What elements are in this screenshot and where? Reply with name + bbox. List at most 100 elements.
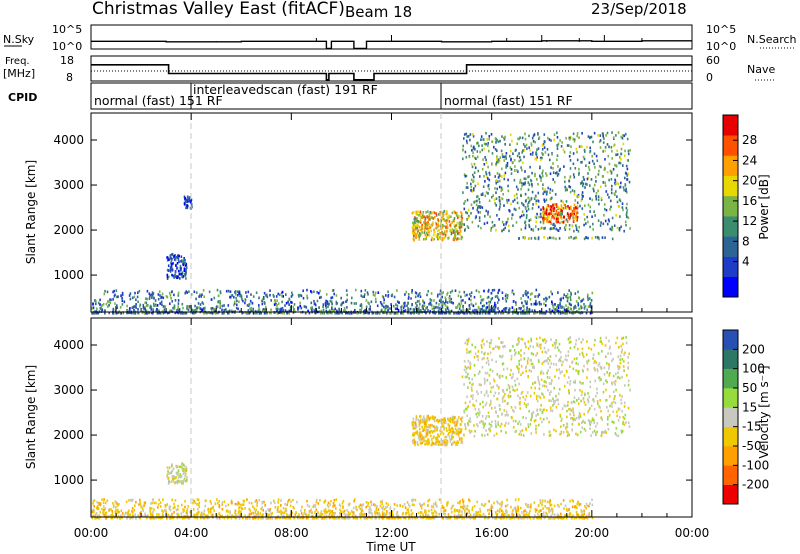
data-cell <box>530 503 532 506</box>
data-cell <box>557 220 559 224</box>
data-cell <box>589 205 592 209</box>
data-cell <box>223 304 225 307</box>
data-cell <box>442 303 444 306</box>
data-cell <box>109 301 112 305</box>
data-cell <box>174 273 176 277</box>
data-cell <box>162 311 165 315</box>
data-cell <box>573 190 576 193</box>
data-cell <box>176 267 178 270</box>
data-cell <box>285 512 288 516</box>
data-cell <box>381 502 383 505</box>
data-cell <box>549 509 552 512</box>
data-cell <box>357 311 360 314</box>
nsky-trace <box>91 35 692 50</box>
data-cell <box>336 302 338 305</box>
data-cell <box>210 307 213 310</box>
data-cell <box>488 178 491 182</box>
data-cell <box>435 212 438 215</box>
data-cell <box>466 311 468 315</box>
data-cell <box>505 516 508 520</box>
data-cell <box>98 517 100 520</box>
data-cell <box>572 162 575 166</box>
data-cell <box>534 172 536 176</box>
data-cell <box>315 508 318 512</box>
data-cell <box>498 185 501 189</box>
data-cell <box>135 500 137 504</box>
data-cell <box>402 505 404 508</box>
data-cell <box>97 507 100 510</box>
data-cell <box>412 417 415 421</box>
data-cell <box>145 301 148 305</box>
data-cell <box>622 142 625 146</box>
data-cell <box>431 236 433 239</box>
data-cell <box>386 505 389 508</box>
data-cell <box>466 504 469 508</box>
data-cell <box>601 175 604 178</box>
data-cell <box>551 309 554 313</box>
data-cell <box>608 178 610 182</box>
data-cell <box>525 302 527 305</box>
data-cell <box>450 222 452 226</box>
data-cell <box>453 224 455 227</box>
data-cell <box>386 312 388 315</box>
data-cell <box>456 516 458 520</box>
data-cell <box>550 503 553 507</box>
data-cell <box>371 514 374 518</box>
data-cell <box>512 152 514 155</box>
data-cell <box>462 501 464 504</box>
data-cell <box>170 259 173 263</box>
data-cell <box>570 145 572 148</box>
data-cell <box>419 210 422 214</box>
data-cell <box>218 505 221 509</box>
data-cell <box>422 429 424 432</box>
data-cell <box>591 159 594 163</box>
data-cell <box>616 195 618 198</box>
data-cell <box>430 238 433 242</box>
data-cell <box>249 299 252 303</box>
data-cell <box>396 307 399 311</box>
data-cell <box>245 291 247 294</box>
data-cell <box>246 304 249 307</box>
data-cell <box>248 312 251 315</box>
data-cell <box>166 295 169 299</box>
data-cell <box>186 291 188 294</box>
data-cell <box>327 311 330 315</box>
data-cell <box>442 214 444 218</box>
data-cell <box>277 501 279 504</box>
data-cell <box>563 203 565 206</box>
data-cell <box>183 479 185 482</box>
data-cell <box>436 225 439 229</box>
data-cell <box>552 178 554 181</box>
data-cell <box>131 507 134 510</box>
data-cell <box>535 195 537 198</box>
data-cell <box>141 507 144 511</box>
data-cell <box>577 501 579 504</box>
data-cell <box>449 430 451 434</box>
data-cell <box>498 208 501 211</box>
data-cell <box>170 471 173 474</box>
data-cell <box>515 193 518 196</box>
data-cell <box>519 215 521 219</box>
data-cell <box>280 291 283 295</box>
data-cell <box>487 184 489 188</box>
data-cell <box>544 499 546 503</box>
data-cell <box>526 302 528 306</box>
data-cell <box>585 502 588 506</box>
data-cell <box>480 226 482 230</box>
data-cell <box>569 185 572 189</box>
data-cell <box>227 503 230 507</box>
data-cell <box>541 144 544 147</box>
data-cell <box>502 510 504 514</box>
data-cell <box>464 200 466 203</box>
data-cell <box>534 140 536 144</box>
data-cell <box>515 208 517 212</box>
data-cell <box>462 157 464 161</box>
data-cell <box>564 228 567 231</box>
data-cell <box>461 222 464 226</box>
data-cell <box>585 516 587 519</box>
data-cell <box>199 516 202 520</box>
data-cell <box>447 236 449 240</box>
data-cell <box>543 516 546 520</box>
data-cell <box>469 138 471 142</box>
data-cell <box>460 295 462 299</box>
